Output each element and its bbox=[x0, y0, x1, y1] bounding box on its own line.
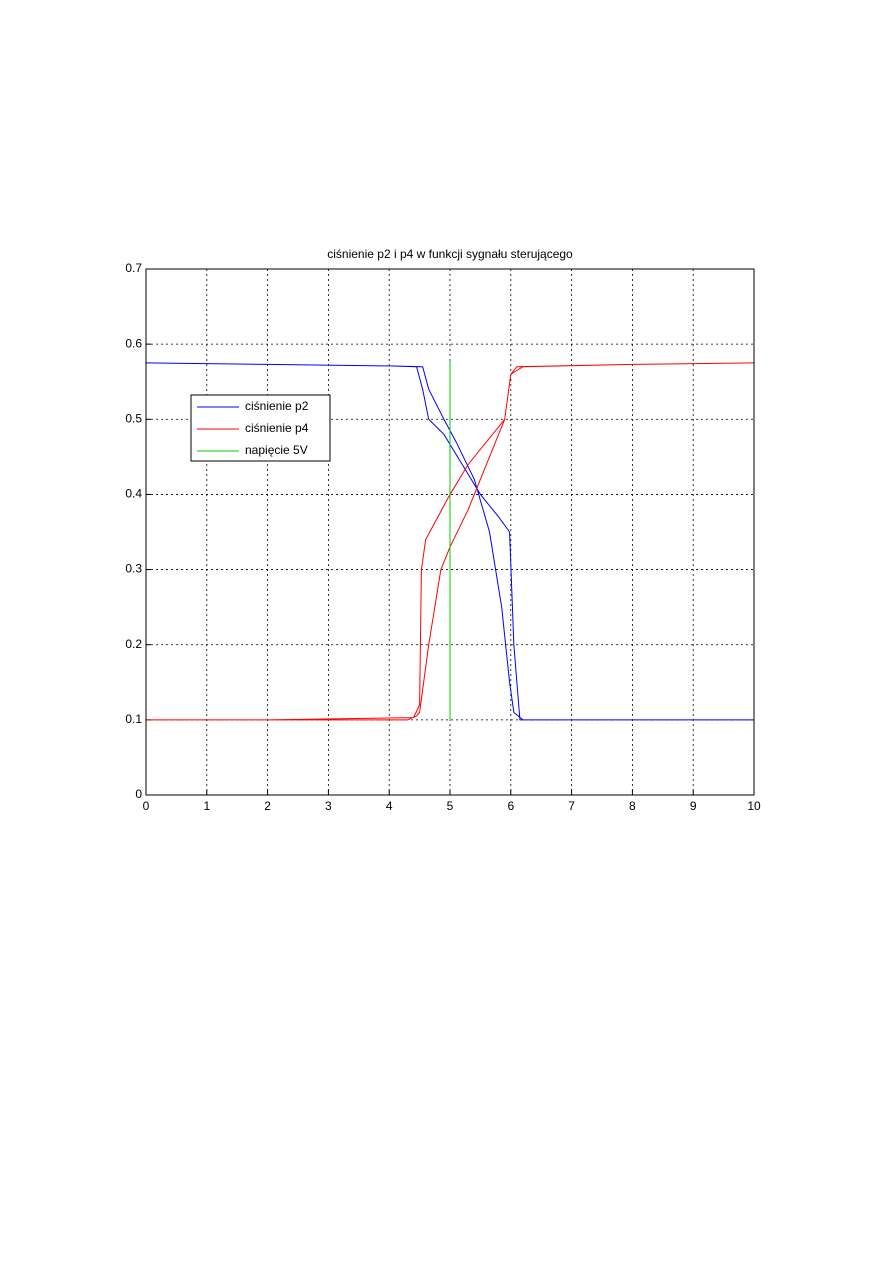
x-tick-label: 7 bbox=[568, 799, 575, 813]
x-tick-label: 2 bbox=[264, 799, 271, 813]
y-tick-label: 0.5 bbox=[125, 411, 142, 425]
y-tick-label: 0.3 bbox=[125, 562, 142, 576]
y-tick-label: 0.4 bbox=[125, 487, 142, 501]
x-tick-label: 0 bbox=[143, 799, 150, 813]
legend-box bbox=[190, 394, 331, 462]
y-tick-label: 0 bbox=[135, 787, 142, 801]
x-tick-label: 5 bbox=[447, 799, 454, 813]
x-tick-label: 8 bbox=[629, 799, 636, 813]
y-tick-label: 0.2 bbox=[125, 637, 142, 651]
y-tick-label: 0.6 bbox=[125, 336, 142, 350]
x-tick-label: 6 bbox=[507, 799, 514, 813]
y-tick-label: 0.7 bbox=[125, 261, 142, 275]
axes-box bbox=[145, 268, 755, 796]
legend: ciśnienie p2 ciśnienie p4 napięcie 5V bbox=[190, 394, 331, 462]
y-tick-label: 0.1 bbox=[125, 712, 142, 726]
x-tick-label: 9 bbox=[690, 799, 697, 813]
x-tick-label: 4 bbox=[386, 799, 393, 813]
legend-label: napięcie 5V bbox=[245, 443, 308, 457]
x-tick-label: 1 bbox=[203, 799, 210, 813]
legend-label: ciśnienie p4 bbox=[245, 421, 309, 435]
x-tick-label: 10 bbox=[747, 799, 761, 813]
chart-title: ciśnienie p2 i p4 w funkcji sygnału ster… bbox=[327, 247, 573, 261]
legend-label: ciśnienie p2 bbox=[245, 399, 309, 413]
series-line bbox=[145, 362, 754, 721]
x-tick-label: 3 bbox=[325, 799, 332, 813]
